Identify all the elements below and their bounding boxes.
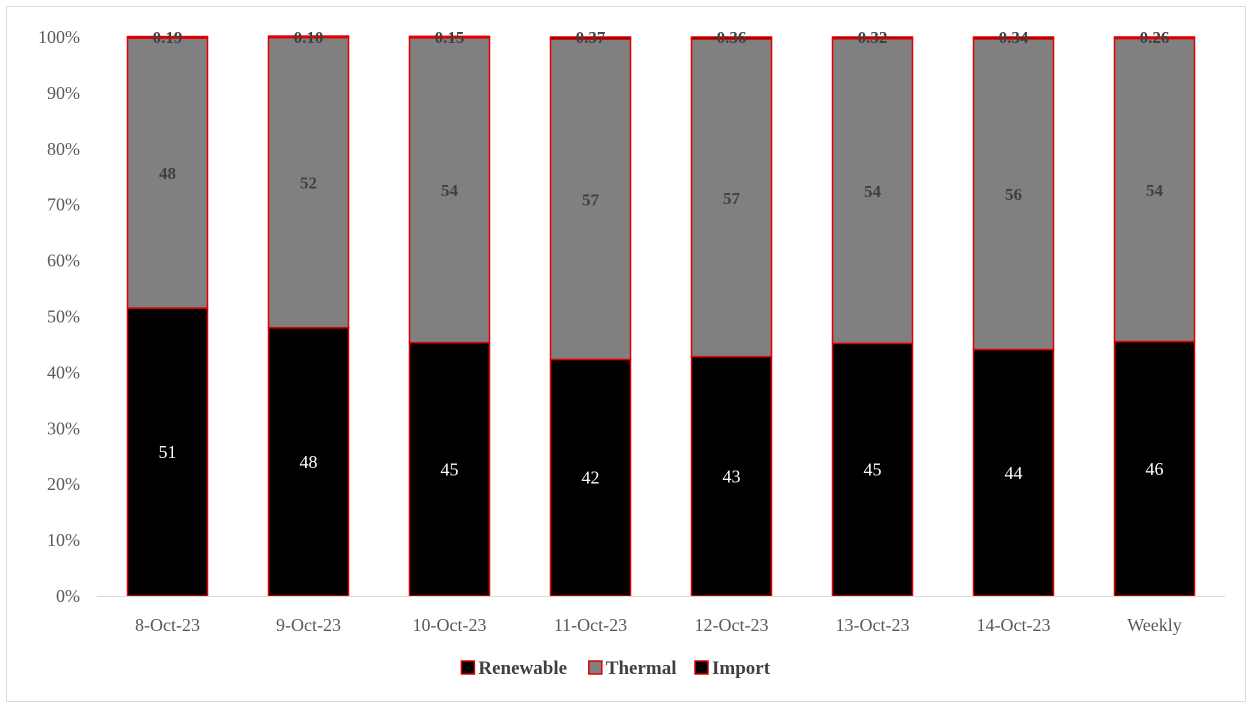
- data-label-renewable: 45: [864, 460, 882, 480]
- legend-label-renewable: Renewable: [478, 658, 567, 679]
- y-tick-label: 100%: [38, 27, 80, 47]
- bar-segment-import: [1113, 36, 1196, 40]
- bar-segment-thermal: [1113, 37, 1196, 343]
- data-label-renewable: 45: [441, 459, 459, 479]
- data-label-import: 0.10: [294, 28, 324, 47]
- chart-frame: [6, 6, 1246, 702]
- legend-swatch-thermal: [588, 660, 603, 675]
- bar-segment-thermal: [126, 37, 209, 309]
- data-label-import: 0.37: [576, 28, 606, 47]
- bar-segment-renewable: [831, 342, 914, 597]
- y-tick-label: 70%: [47, 195, 80, 215]
- data-label-thermal: 54: [1146, 181, 1164, 200]
- bar-segment-import: [549, 36, 632, 40]
- data-label-import: 0.36: [717, 28, 747, 47]
- x-tick-label: 8-Oct-23: [135, 615, 200, 635]
- y-tick-label: 30%: [47, 418, 80, 438]
- x-tick-label: 14-Oct-23: [977, 615, 1051, 635]
- y-tick-label: 60%: [47, 251, 80, 271]
- x-tick-label: 13-Oct-23: [836, 615, 910, 635]
- bar-segment-import: [972, 36, 1055, 40]
- x-tick-label: 9-Oct-23: [276, 615, 341, 635]
- bar-segment-import: [831, 36, 914, 40]
- data-label-import: 0.32: [858, 28, 888, 47]
- bar-segment-thermal: [831, 38, 914, 345]
- bar-segment-thermal: [267, 36, 350, 329]
- x-tick-label: 12-Oct-23: [695, 615, 769, 635]
- bar-segment-renewable: [267, 326, 350, 597]
- y-tick-label: 90%: [47, 83, 80, 103]
- bar-segment-thermal: [690, 38, 773, 358]
- legend-swatch-import: [694, 660, 709, 675]
- data-label-thermal: 54: [864, 182, 882, 201]
- y-tick-label: 40%: [47, 362, 80, 382]
- data-label-renewable: 48: [300, 452, 318, 472]
- bar-segment-renewable: [1113, 340, 1196, 597]
- data-label-thermal: 52: [300, 174, 317, 193]
- x-tick-label: 10-Oct-23: [413, 615, 487, 635]
- bar-segment-thermal: [549, 38, 632, 361]
- bar-segment-thermal: [972, 38, 1055, 351]
- legend-label-thermal: Thermal: [606, 658, 677, 679]
- bar-segment-import: [408, 35, 491, 39]
- data-label-thermal: 57: [582, 190, 600, 209]
- y-tick-label: 10%: [47, 530, 80, 550]
- x-tick-label: Weekly: [1127, 615, 1182, 635]
- legend-label-import: Import: [712, 658, 771, 679]
- y-tick-label: 50%: [47, 307, 80, 327]
- data-label-renewable: 51: [159, 442, 177, 462]
- data-label-thermal: 56: [1005, 185, 1022, 204]
- y-tick-label: 0%: [56, 586, 80, 606]
- bar-segment-import: [267, 35, 350, 39]
- data-label-import: 0.15: [435, 28, 465, 47]
- bar-segment-renewable: [972, 348, 1055, 597]
- legend-swatch-renewable: [460, 660, 476, 675]
- bar-segment-import: [126, 35, 209, 39]
- bar-segment-thermal: [408, 37, 491, 344]
- data-label-renewable: 43: [723, 466, 741, 486]
- y-tick-label: 80%: [47, 139, 80, 159]
- data-label-renewable: 44: [1005, 463, 1023, 483]
- bar-segment-import: [690, 36, 773, 40]
- data-label-thermal: 54: [441, 181, 459, 200]
- data-label-import: 0.19: [153, 28, 183, 47]
- y-tick-label: 20%: [47, 474, 80, 494]
- data-label-renewable: 42: [582, 468, 600, 488]
- data-label-import: 0.26: [1140, 28, 1170, 47]
- x-tick-label: 11-Oct-23: [554, 615, 627, 635]
- data-label-renewable: 46: [1146, 459, 1164, 479]
- data-label-import: 0.34: [999, 28, 1029, 47]
- data-label-thermal: 57: [723, 189, 741, 208]
- data-label-thermal: 48: [159, 164, 176, 183]
